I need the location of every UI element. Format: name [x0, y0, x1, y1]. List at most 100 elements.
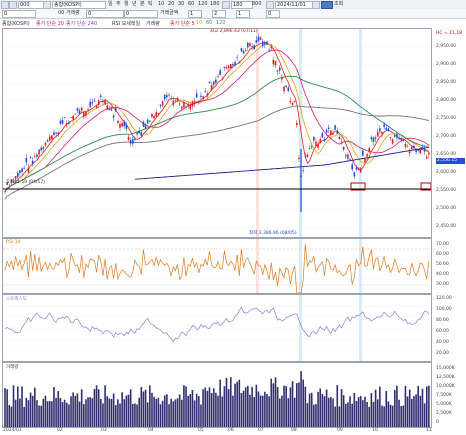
settings-icon[interactable]	[222, 1, 230, 9]
field-7[interactable]: 0	[266, 10, 280, 18]
vol-tick: 7,500K	[436, 393, 452, 398]
candle-body	[51, 135, 53, 140]
date-input[interactable]: 2024/11/01	[275, 1, 313, 9]
index-name-field[interactable]: 종합(KOSPI)	[52, 1, 106, 9]
vol-tick: 2,500K	[436, 411, 452, 416]
field-6[interactable]: 1	[236, 10, 250, 18]
volume-bar	[255, 384, 258, 427]
volume-bar	[257, 391, 260, 427]
candle-body	[138, 131, 140, 134]
candle-body	[404, 143, 407, 148]
volume-bar	[132, 403, 134, 427]
volume-bar	[138, 397, 140, 427]
rsi-chart	[3, 244, 431, 293]
oscillator-label: 스토캐스틱	[6, 297, 27, 302]
volume-bar	[34, 387, 36, 427]
volume-bar	[155, 398, 158, 427]
volume-bar	[221, 396, 224, 427]
num-180[interactable]: 180	[210, 1, 220, 7]
candle-body	[168, 94, 170, 96]
lock-icon[interactable]	[9, 1, 17, 9]
volume-label: 00 거래량	[58, 10, 80, 16]
candle-body	[36, 154, 38, 157]
volume-bar	[125, 395, 128, 427]
candle-body	[125, 124, 128, 129]
rsi-tick: 30.00	[436, 282, 449, 287]
volume-bar	[170, 398, 172, 427]
num-20[interactable]: 20	[168, 1, 175, 7]
field-1[interactable]: 0	[2, 10, 36, 18]
query-label[interactable]: 조회	[334, 1, 344, 7]
highlight-high	[256, 29, 259, 237]
volume-bar	[38, 405, 40, 427]
candle-body	[227, 65, 230, 69]
price-panel[interactable]: 최고 2,896.43 (07/11) 최저 2,386.96 (08/05) …	[2, 28, 432, 238]
oscillator-panel[interactable]: 스토캐스틱	[2, 294, 432, 362]
volume-bar	[227, 389, 230, 427]
candle-body	[80, 107, 83, 111]
candle-body	[257, 36, 260, 42]
num-60[interactable]: 60	[188, 1, 195, 7]
price-tick: 2,500.00	[436, 206, 457, 211]
vol-tick: 0	[436, 420, 439, 425]
period-day[interactable]: 일	[108, 1, 113, 7]
period-minute[interactable]: 분	[140, 1, 145, 7]
candle-body	[319, 139, 322, 143]
query-button[interactable]	[321, 1, 333, 9]
candle-body	[23, 168, 25, 170]
candle-body	[112, 115, 115, 118]
candle-body	[132, 139, 134, 144]
candle-body	[121, 123, 123, 127]
candle-body	[163, 94, 166, 99]
field-4[interactable]: 1	[188, 10, 202, 18]
osc-tick: 100.00	[436, 307, 452, 312]
menu-icon[interactable]	[1, 1, 9, 9]
period-month[interactable]: 월	[124, 1, 129, 7]
num-10[interactable]: 10	[158, 1, 165, 7]
field-2[interactable]: 0	[86, 10, 124, 18]
volume-bar	[19, 398, 21, 427]
candle-body	[276, 70, 279, 72]
volume-bar	[398, 399, 400, 427]
candle-body	[34, 156, 36, 158]
volume-bar	[55, 397, 57, 427]
volume-bar	[159, 404, 162, 427]
candle-body	[117, 120, 119, 123]
vol-tick: 12,500K	[436, 375, 455, 380]
period-year[interactable]: 년	[132, 1, 137, 7]
candle-body	[40, 147, 43, 151]
field-3[interactable]: 0	[124, 10, 158, 18]
highlight-sep	[359, 29, 362, 237]
candle-body	[398, 137, 400, 140]
volume-bar	[123, 399, 126, 427]
num-30[interactable]: 30	[178, 1, 185, 7]
volume-bar	[287, 398, 290, 427]
candle-body	[315, 141, 317, 146]
num-120[interactable]: 120	[198, 1, 208, 7]
refresh-icon[interactable]	[312, 1, 320, 9]
period-tick[interactable]: 틱	[148, 1, 153, 7]
volume-bar	[23, 406, 25, 427]
volume-bar	[374, 389, 377, 427]
volume-bar	[134, 403, 136, 427]
rsi-panel[interactable]: RSI 14	[2, 238, 432, 294]
date-tick: 03	[101, 428, 107, 433]
candle-body	[406, 146, 409, 148]
volume-bar	[347, 402, 349, 427]
volume-panel[interactable]: 거래량	[2, 362, 432, 428]
code-input[interactable]: 000	[18, 1, 44, 9]
field-5[interactable]: 2	[212, 10, 226, 18]
candle-body	[330, 130, 332, 136]
hc-value: HC = 11,18	[436, 31, 463, 36]
search-icon[interactable]	[43, 1, 51, 9]
candle-body	[393, 135, 396, 137]
volume-bar	[296, 383, 298, 427]
calendar-icon[interactable]	[266, 1, 274, 9]
period-week[interactable]: 주	[116, 1, 121, 7]
count-input[interactable]: 180	[231, 1, 253, 9]
volume-bar	[76, 393, 79, 427]
candle-body	[206, 93, 209, 96]
candle-body	[127, 136, 130, 141]
candle-body	[232, 64, 234, 66]
volume-bar	[112, 393, 115, 427]
